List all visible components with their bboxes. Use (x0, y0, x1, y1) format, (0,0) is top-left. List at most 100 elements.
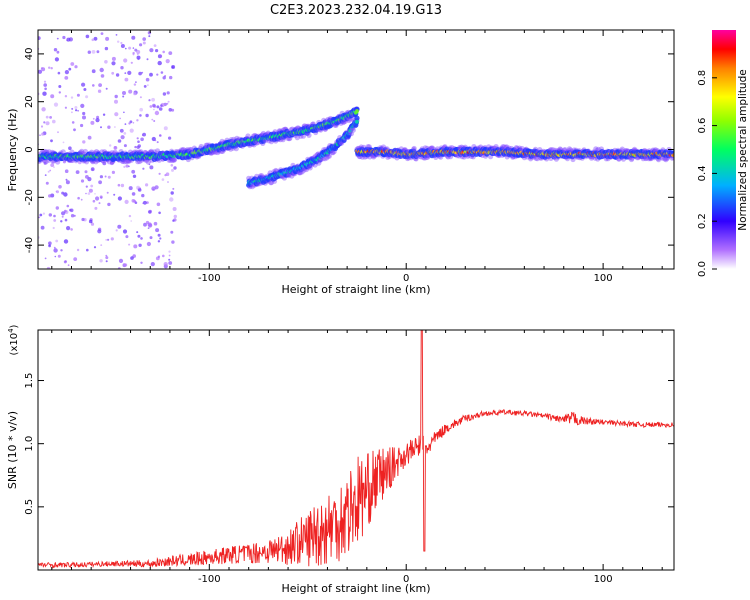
spectrogram-speckle (49, 169, 52, 172)
spectrogram-ylabel: Frequency (Hz) (6, 109, 19, 192)
spectrogram-speckle (155, 49, 159, 53)
spectrogram-speckle (123, 144, 127, 148)
spectrogram-speckle (44, 174, 47, 177)
colorbar-tick-label: 0.6 (697, 118, 708, 134)
spectrogram-speckle (104, 60, 108, 64)
spectrogram-speckle (39, 134, 41, 136)
figure-title: C2E3.2023.232.04.19.G13 (270, 3, 442, 18)
spectrogram-cell (245, 133, 251, 139)
spectrogram-speckle (124, 263, 128, 267)
spectrogram-speckle (64, 76, 69, 80)
snr-unit-label: (x104) (7, 324, 20, 355)
spectrogram-speckle (58, 85, 62, 88)
spectrogram-speckle (45, 181, 49, 185)
spectrogram-speckle (48, 244, 51, 248)
spectrogram-ytick-label: -40 (24, 237, 35, 253)
spectrogram-speckle (90, 184, 94, 188)
spectrogram-speckle (95, 196, 100, 201)
colorbar-tick-label: 0.0 (697, 261, 708, 277)
snr-unit-prefix: (x10 (9, 333, 20, 356)
spectrogram-speckle (147, 222, 152, 227)
spectrogram-speckle (158, 107, 163, 111)
spectrogram-speckle (41, 107, 46, 112)
spectrogram-speckle (40, 225, 45, 230)
spectrogram-speckle (141, 71, 144, 74)
spectrogram-cell (124, 158, 130, 165)
spectrogram-speckle (147, 227, 150, 230)
spectrogram-speckle (70, 62, 75, 66)
spectrogram-speckle (66, 226, 71, 231)
spectrogram-speckle (128, 186, 133, 191)
spectrogram-speckle (91, 38, 95, 42)
spectrogram-speckle (87, 192, 91, 195)
spectrogram-speckle (57, 131, 59, 134)
spectrogram-speckle (149, 165, 154, 170)
spectrogram-speckle (73, 128, 76, 132)
spectrogram-speckle (149, 236, 153, 240)
spectrogram-speckle (171, 108, 175, 112)
spectrogram-speckle (99, 259, 103, 263)
spectrogram-speckle (153, 108, 155, 111)
spectrogram-speckle (85, 34, 90, 39)
spectrogram-speckle (43, 121, 46, 124)
spectrogram-cell (60, 149, 66, 155)
spectrogram-speckle (70, 228, 73, 231)
spectrogram-speckle (124, 123, 127, 125)
spectrogram-speckle (163, 126, 168, 131)
spectrogram-speckle (57, 71, 61, 75)
spectrogram-speckle (140, 261, 143, 264)
spectrogram-speckle (104, 175, 107, 178)
spectrogram-speckle (94, 193, 96, 195)
spectrogram-speckle (67, 264, 70, 267)
spectrogram-speckle (117, 183, 121, 187)
spectrogram-speckle (38, 216, 41, 219)
spectrogram-speckle (137, 234, 141, 238)
spectrogram-speckle (153, 44, 157, 47)
spectrogram-speckle (53, 166, 55, 169)
spectrogram-speckle (97, 229, 102, 234)
spectrogram-cell (169, 157, 175, 164)
snr-ytick-label: 1.0 (24, 436, 35, 452)
spectrogram-speckle (105, 254, 108, 257)
spectrogram-speckle (102, 113, 106, 116)
spectrogram-speckle (162, 92, 167, 96)
spectrogram-speckle (166, 91, 170, 95)
spectrogram-speckle (134, 48, 138, 52)
snr-ylabel: SNR (10 * v/v) (6, 411, 19, 489)
spectrogram-speckle (169, 197, 174, 202)
spectrogram-speckle (146, 201, 149, 204)
spectrogram-speckle (68, 146, 72, 150)
spectrogram-speckle (93, 36, 98, 41)
spectrogram-speckle (122, 229, 128, 234)
spectrogram-speckle (82, 111, 86, 116)
spectrogram-speckle (171, 168, 174, 172)
spectrogram-speckle (134, 201, 138, 204)
spectrogram-speckle (173, 214, 177, 219)
spectrogram-speckle (55, 206, 59, 210)
spectrogram-speckle (42, 212, 46, 215)
spectrogram-speckle (42, 91, 47, 96)
spectrogram-speckle (94, 206, 98, 210)
spectrogram-speckle (157, 240, 161, 243)
spectrogram-speckle (82, 115, 86, 120)
colorbar-label: Normalized spectral amplitude (737, 69, 749, 230)
spectrogram-speckle (123, 111, 125, 114)
spectrogram-speckle (132, 122, 135, 124)
spectrogram-speckle (153, 120, 156, 122)
spectrogram-speckle (88, 188, 93, 193)
spectrogram-speckle (128, 46, 132, 50)
spectrogram-speckle (145, 77, 150, 82)
spectrogram-speckle (64, 218, 68, 222)
spectrogram-speckle (52, 226, 55, 230)
spectrogram-speckle (90, 120, 95, 125)
spectrogram-speckle (134, 145, 137, 149)
spectrogram-speckle (87, 177, 92, 182)
spectrogram-speckle (104, 46, 109, 51)
spectrogram-speckle (122, 95, 125, 98)
snr-xlabel: Height of straight line (km) (281, 582, 430, 595)
spectrogram-speckle (136, 55, 141, 60)
spectrogram-speckle (172, 207, 177, 211)
spectrogram-speckle (77, 109, 79, 112)
spectrogram-speckle (86, 248, 89, 252)
